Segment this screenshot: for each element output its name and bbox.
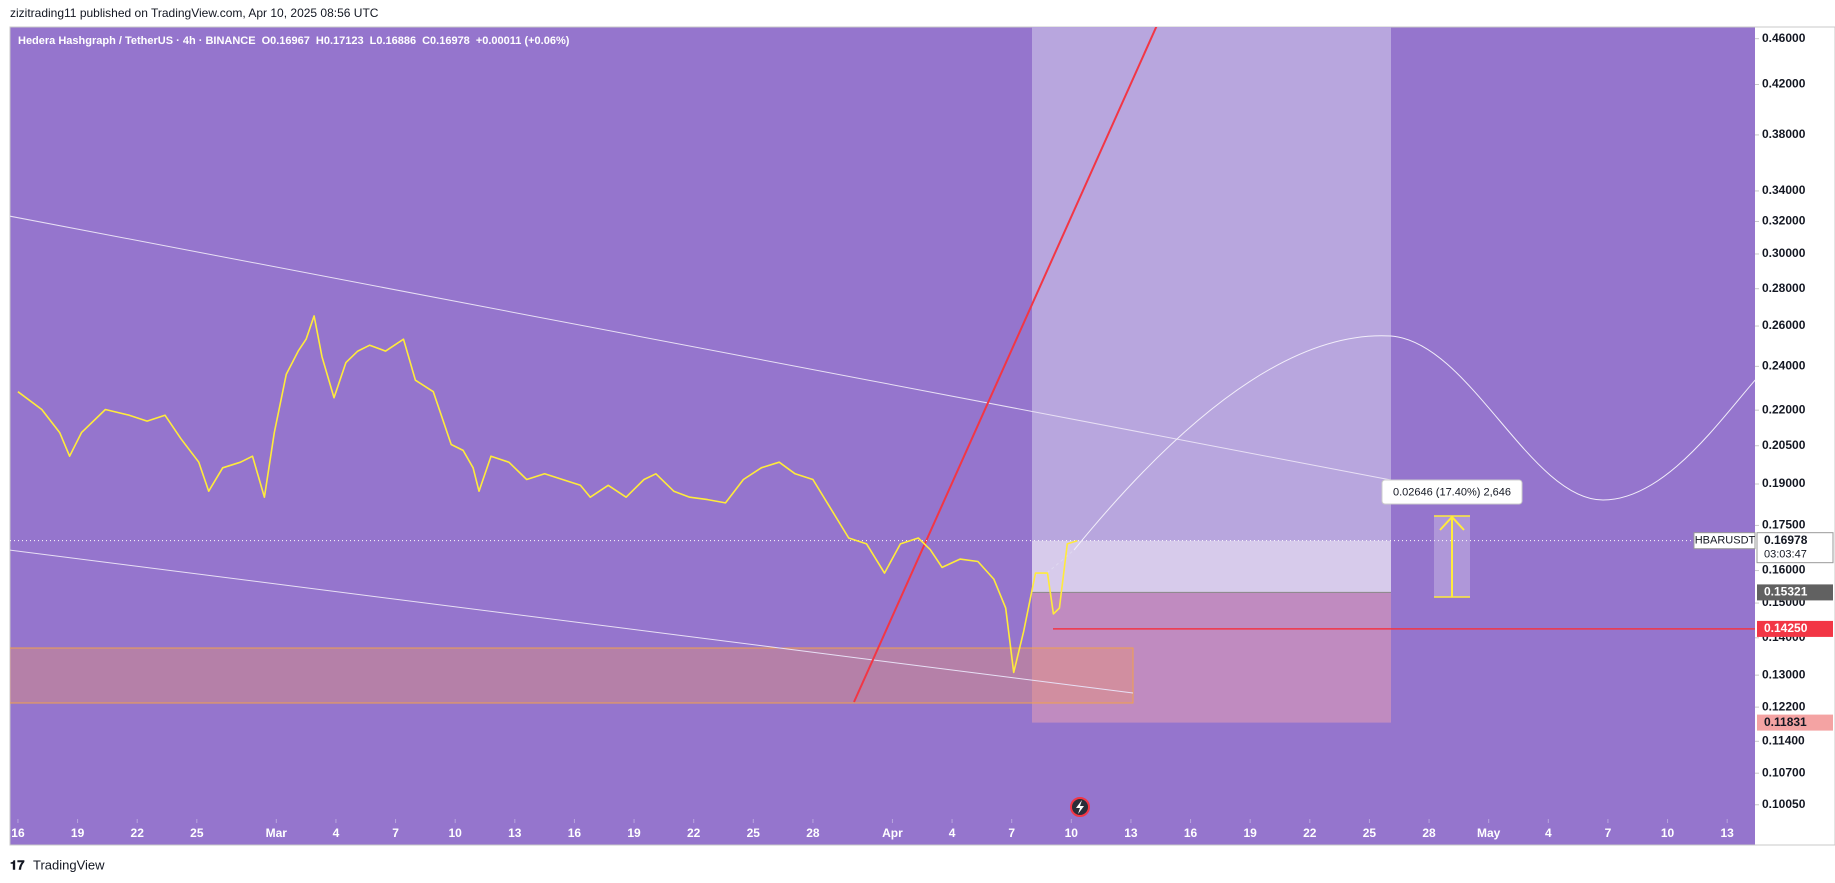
drawings: [10, 27, 1755, 723]
y-tick-label: 0.13000: [1762, 667, 1806, 681]
trend-line: [853, 27, 1158, 703]
x-tick-label: 25: [1363, 826, 1377, 840]
x-tick-label: 22: [687, 826, 701, 840]
x-tick-label: 16: [11, 826, 25, 840]
x-tick-label: 7: [392, 826, 399, 840]
x-tick-label: 28: [806, 826, 820, 840]
y-tick-label: 0.10700: [1762, 765, 1806, 779]
x-tick-label: 4: [1545, 826, 1552, 840]
logo-mark: 𝟏𝟕: [10, 857, 25, 872]
stop-zone: [1032, 592, 1391, 723]
target-zone: [1032, 27, 1391, 541]
price-level-tag: [1757, 714, 1833, 731]
measure-label: 0.02646 (17.40%) 2,646: [1393, 486, 1511, 498]
y-tick-label: 0.20500: [1762, 438, 1806, 452]
symbol-tag: [1693, 532, 1756, 550]
x-tick-label: 19: [627, 826, 641, 840]
price-level-label: 0.16978: [1764, 533, 1808, 547]
price-level-tag: [1757, 620, 1833, 637]
x-tick-label: 4: [333, 826, 340, 840]
x-tick-label: May: [1477, 826, 1501, 840]
brand: TradingView: [33, 857, 105, 872]
ohlc-high: H0.17123: [316, 35, 364, 47]
y-tick-label: 0.26000: [1762, 318, 1806, 332]
ohlc-close: C0.16978: [422, 35, 470, 47]
x-tick-label: 10: [1661, 826, 1675, 840]
y-tick-label: 0.24000: [1762, 359, 1806, 373]
ohlc-change: +0.00011 (+0.06%): [476, 35, 570, 47]
channel-upper: [10, 215, 1392, 481]
x-tick-label: 13: [1124, 826, 1138, 840]
overlay: 0.02646 (17.40%) 2,646 0.46000 0.42000 0.38…: [11, 31, 1834, 840]
y-tick-label: 0.12200: [1762, 699, 1806, 713]
x-tick-label: 19: [71, 826, 85, 840]
ohlc-open: O0.16967: [262, 35, 310, 47]
legend-row: Hedera Hashgraph / TetherUS · 4h · BINAN…: [18, 35, 570, 47]
x-tick-label: Apr: [882, 826, 903, 840]
symbol-title: Hedera Hashgraph / TetherUS · 4h · BINAN…: [18, 35, 256, 47]
x-tick-label: Mar: [266, 826, 288, 840]
y-tick-label: 0.32000: [1762, 214, 1806, 228]
x-tick-label: 13: [1720, 826, 1734, 840]
x-tick-label: 25: [190, 826, 204, 840]
x-tick-label: 25: [747, 826, 761, 840]
y-tick-label: 0.16000: [1762, 563, 1806, 577]
x-tick-label: 7: [1605, 826, 1612, 840]
y-tick-label: 0.10050: [1762, 797, 1806, 811]
price-level-label: 0.11831: [1764, 715, 1807, 729]
plot-background: [10, 27, 1755, 845]
projection-curve: [1073, 335, 1755, 551]
measure-label-box: [1381, 479, 1523, 505]
price-line: [17, 315, 1078, 674]
open-profit-zone: [1032, 540, 1391, 593]
x-tick-label: 10: [449, 826, 463, 840]
x-tick-label: 16: [1184, 826, 1198, 840]
countdown: 03:03:47: [1764, 549, 1807, 561]
x-tick-label: 22: [1303, 826, 1317, 840]
y-tick-label: 0.17500: [1762, 518, 1806, 532]
y-tick-label: 0.34000: [1762, 183, 1806, 197]
demand-zone: [10, 647, 1134, 704]
x-tick-label: 4: [949, 826, 956, 840]
x-tick-label: 16: [568, 826, 582, 840]
y-tick-label: 0.46000: [1762, 31, 1806, 45]
price-level-tag: [1757, 584, 1833, 601]
y-tick-label: 0.19000: [1762, 476, 1806, 490]
x-tick-label: 7: [1008, 826, 1015, 840]
channel-lower: [10, 549, 1134, 694]
x-tick-label: 13: [508, 826, 522, 840]
y-tick-label: 0.30000: [1762, 246, 1806, 260]
footer-logo: 𝟏𝟕 TradingView: [10, 857, 105, 872]
ohlc-low: L0.16886: [370, 35, 416, 47]
event-bolt: [1076, 800, 1084, 814]
y-tick-label: 0.22000: [1762, 402, 1806, 416]
y-tick-label: 0.38000: [1762, 127, 1806, 141]
price-level-tag: [1756, 532, 1834, 564]
publisher-line: zizitrading11 published on TradingView.c…: [10, 6, 379, 20]
x-tick-label: 10: [1065, 826, 1079, 840]
chart-border: [9, 26, 1835, 846]
y-tick-label: 0.11400: [1762, 733, 1805, 747]
measure-arrowhead: [1439, 515, 1465, 531]
y-tick-label: 0.42000: [1762, 77, 1806, 91]
x-tick-label: 28: [1422, 826, 1436, 840]
x-tick-label: 19: [1244, 826, 1258, 840]
symbol-label: HBARUSDT: [1695, 535, 1756, 547]
price-marks: [17, 315, 1078, 674]
price-level-label: 0.14250: [1764, 621, 1808, 635]
price-level-label: 0.15321: [1764, 585, 1808, 599]
y-tick-label: 0.28000: [1762, 281, 1806, 295]
x-tick-label: 22: [131, 826, 145, 840]
